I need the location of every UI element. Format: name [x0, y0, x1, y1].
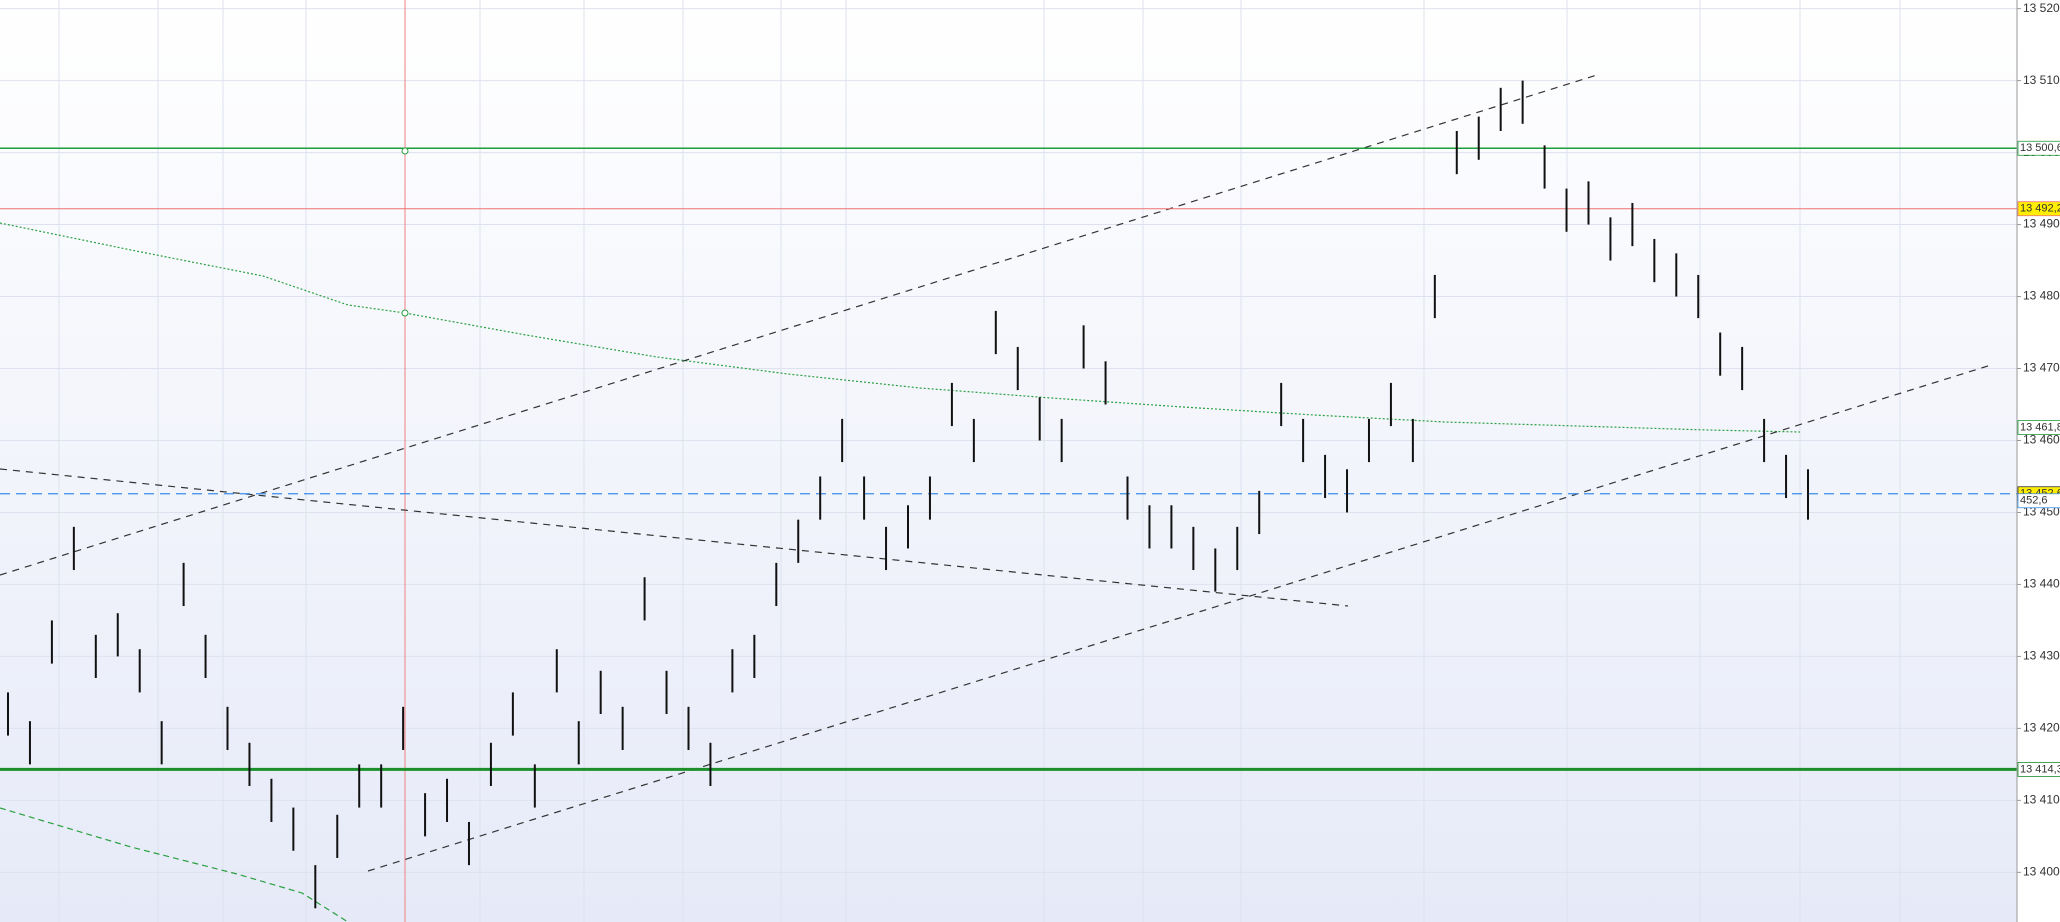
y-tick-label: 13 430: [2023, 649, 2060, 663]
moving-average: [0, 222, 1801, 433]
y-tick-label: 13 420: [2023, 721, 2060, 735]
price-tag: [2017, 762, 2060, 777]
grid: [0, 8, 2017, 873]
y-tick-label: 13 400: [2023, 865, 2060, 879]
y-tick-label: 13 460: [2023, 433, 2060, 447]
anchor-point: [401, 309, 409, 317]
price-tag-label: 452,6: [2020, 495, 2048, 507]
price-tag: [2017, 493, 2060, 509]
price-tag: [2017, 140, 2060, 156]
plot-background: [0, 0, 2017, 922]
price-tag-label: 13 492,2: [2020, 203, 2060, 215]
price-tag: [2017, 201, 2060, 217]
y-tick-label: 13 520: [2023, 1, 2060, 15]
y-tick-label: 13 510: [2023, 73, 2060, 87]
price-tags: 13 500,613 492,213 461,813 452,6452,613 …: [2017, 140, 2060, 777]
anchor-point: [401, 147, 409, 155]
price-tag: [2017, 420, 2060, 435]
y-tick-label: 13 470: [2023, 361, 2060, 375]
price-tag-label: 13 461,8: [2020, 421, 2060, 433]
moving-average-lower: [0, 807, 349, 922]
levels: [0, 147, 2017, 771]
axis-background: [2017, 0, 2060, 922]
y-tick-label: 13 480: [2023, 289, 2060, 303]
price-tag-label: 13 414,3: [2020, 763, 2060, 775]
price-tag-label: 13 500,6: [2020, 142, 2060, 154]
y-tick-label: 13 440: [2023, 577, 2060, 591]
price-bars: [7, 80, 1809, 909]
y-tick-label: 13 490: [2023, 217, 2060, 231]
trend-lines: [0, 73, 1992, 872]
y-tick-label: 13 410: [2023, 793, 2060, 807]
